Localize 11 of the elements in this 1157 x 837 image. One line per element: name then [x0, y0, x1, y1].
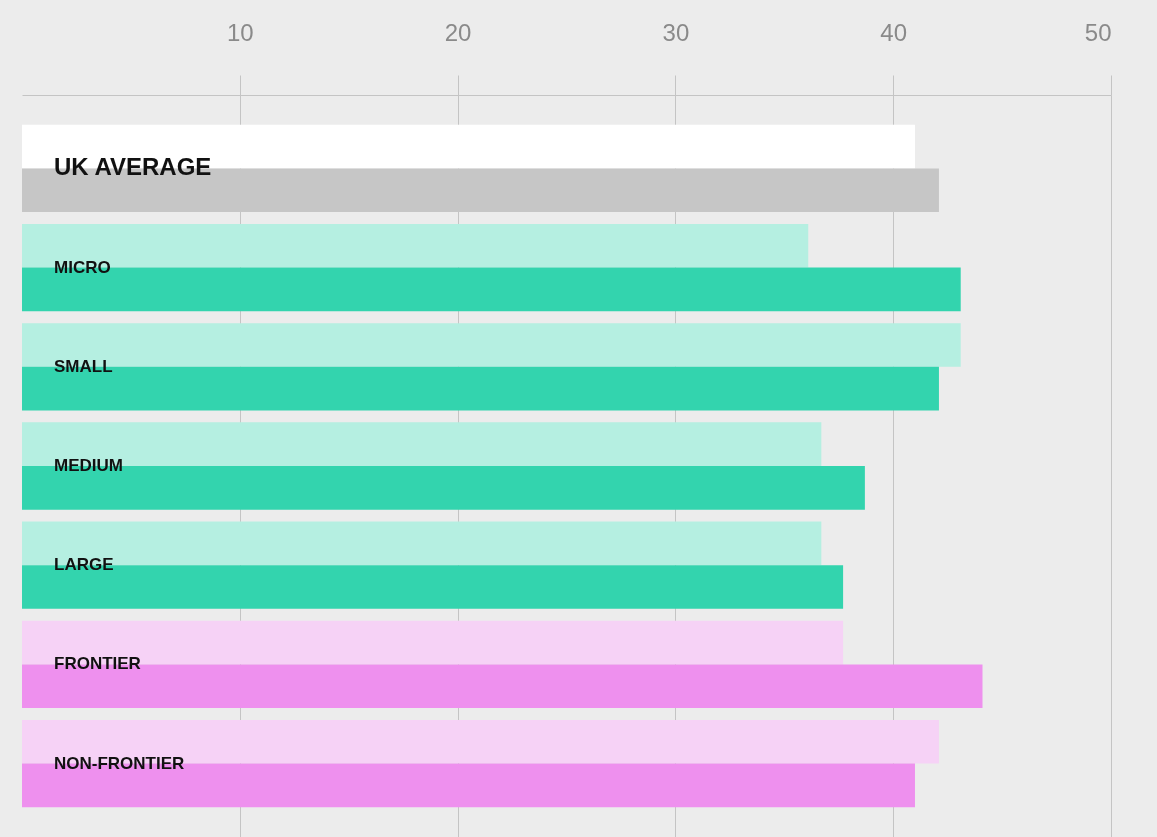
y-tick-label: FRONTIER	[54, 654, 141, 674]
y-tick-label: UK AVERAGE	[54, 153, 212, 181]
x-tick-label: 30	[662, 18, 690, 46]
x-tick-label: 20	[444, 18, 472, 46]
y-tick-label: MICRO	[54, 257, 111, 277]
x-tick-label: 50	[1084, 18, 1112, 46]
x-tick-label: 40	[880, 18, 908, 46]
y-tick-label: NON-FRONTIER	[54, 753, 185, 773]
y-tick-label: SMALL	[54, 356, 113, 376]
x-tick-label: 10	[226, 18, 254, 46]
y-tick-label: LARGE	[54, 555, 114, 575]
